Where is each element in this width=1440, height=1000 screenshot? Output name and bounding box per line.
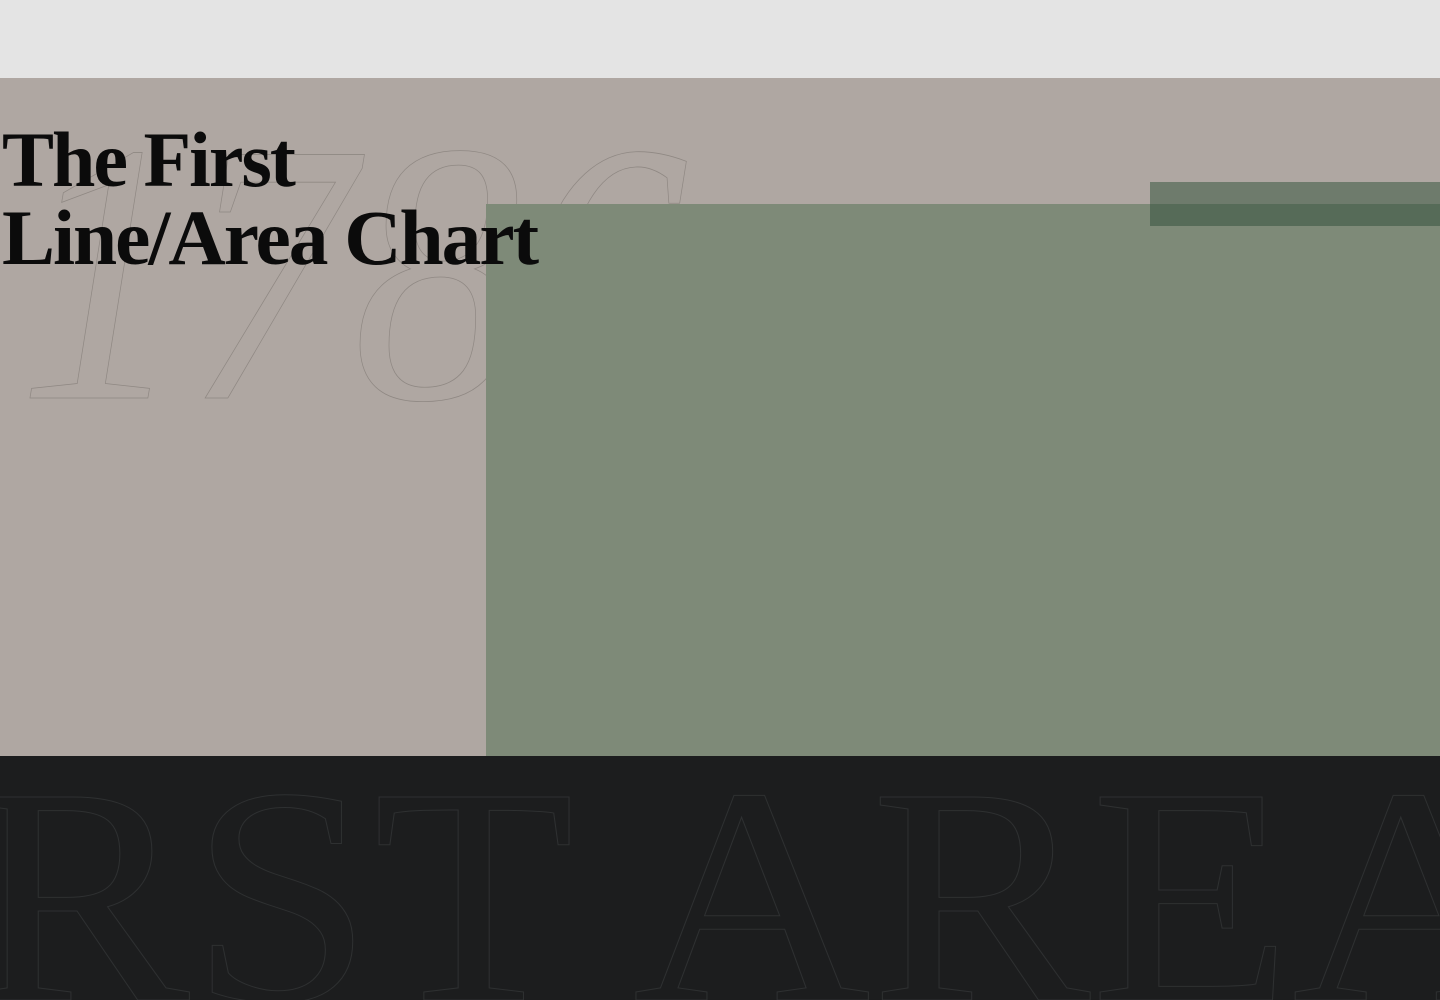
green-strip-top xyxy=(1150,182,1440,204)
title-line-2: Line/Area Chart xyxy=(2,194,539,281)
green-panel xyxy=(486,204,1440,756)
top-bar xyxy=(0,0,1440,78)
title-line-1: The First xyxy=(2,116,296,203)
background-word: RST AREA xyxy=(0,725,1440,1000)
green-strip-bottom xyxy=(1150,204,1440,226)
footer-section xyxy=(0,756,1440,1000)
